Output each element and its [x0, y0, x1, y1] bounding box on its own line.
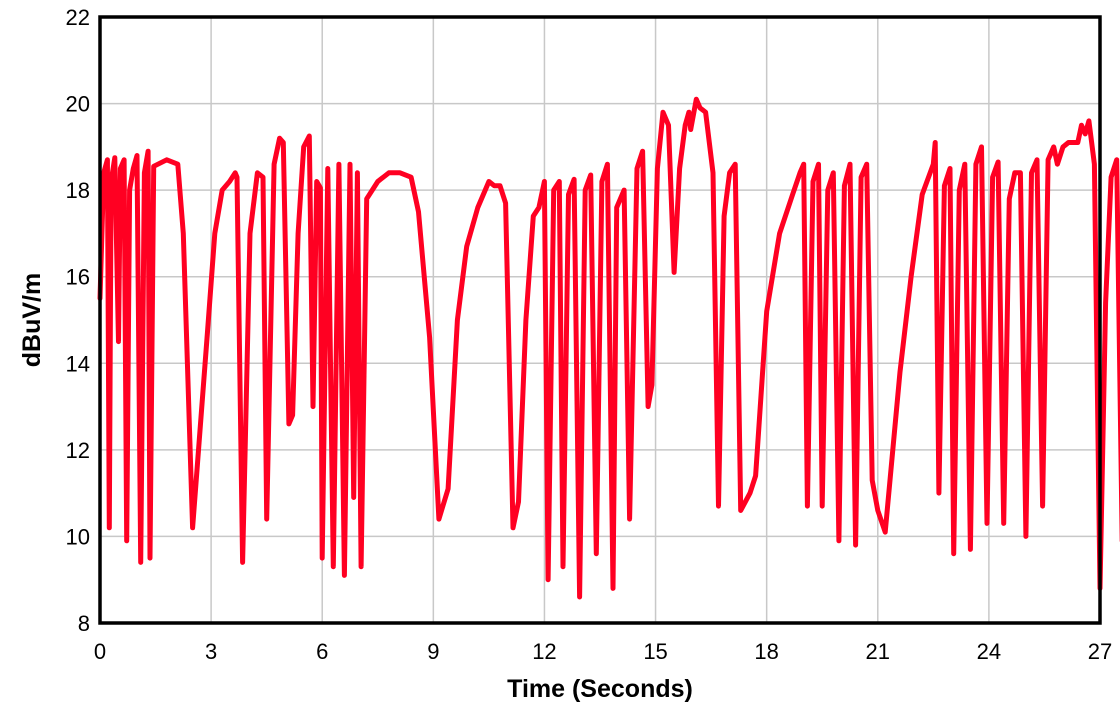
x-tick-label: 12 [532, 639, 556, 664]
y-axis-tick-labels: 8 10 12 14 16 18 20 22 [66, 5, 90, 636]
x-tick-label: 3 [205, 639, 217, 664]
x-axis-title: Time (Seconds) [507, 675, 693, 703]
y-tick-label: 20 [66, 92, 90, 117]
x-axis-tick-labels: 0 3 6 9 12 15 18 21 24 27 [94, 639, 1112, 664]
x-tick-label: 15 [643, 639, 667, 664]
y-tick-label: 18 [66, 178, 90, 203]
x-tick-label: 24 [977, 639, 1001, 664]
y-tick-label: 22 [66, 5, 90, 30]
series-line [97, 96, 1120, 600]
y-tick-label: 8 [78, 611, 90, 636]
y-axis-title: dBuV/m [18, 273, 46, 367]
y-tick-label: 10 [66, 524, 90, 549]
x-tick-label: 9 [427, 639, 439, 664]
y-tick-label: 14 [66, 351, 90, 376]
series-layer [97, 96, 1120, 600]
x-tick-label: 6 [316, 639, 328, 664]
y-tick-label: 16 [66, 265, 90, 290]
x-tick-label: 21 [866, 639, 890, 664]
plot-frame [98, 15, 1102, 625]
y-tick-label: 12 [66, 438, 90, 463]
x-tick-label: 0 [94, 639, 106, 664]
x-tick-label: 27 [1088, 639, 1112, 664]
x-tick-label: 18 [754, 639, 778, 664]
